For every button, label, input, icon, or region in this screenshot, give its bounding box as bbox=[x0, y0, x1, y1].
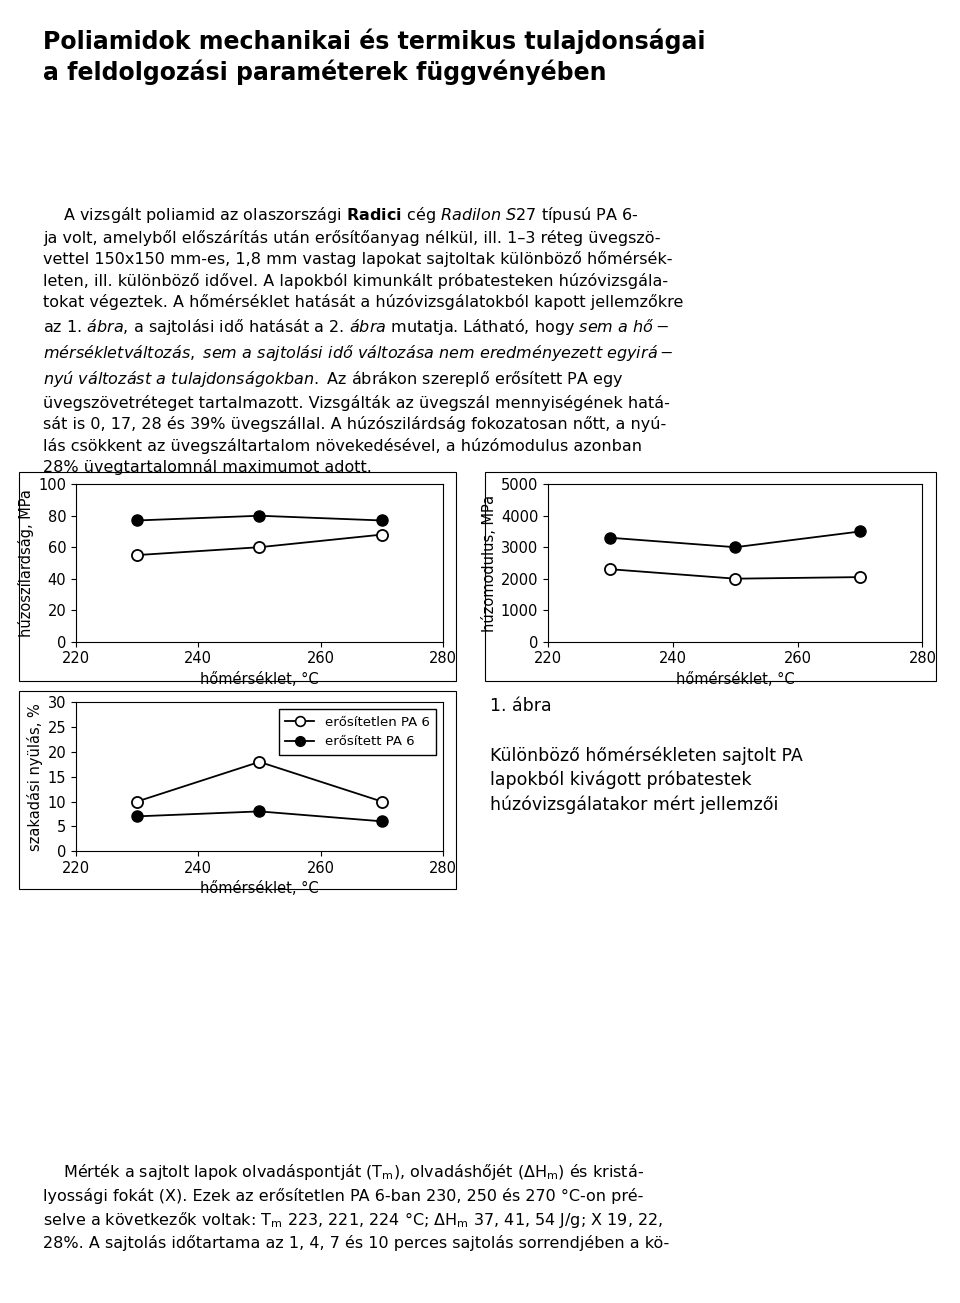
Text: Mérték a sajtolt lapok olvadáspontját (T$_\mathregular{m}$), olvadáshőjét ($\Del: Mérték a sajtolt lapok olvadáspontját (T… bbox=[43, 1162, 669, 1251]
Y-axis label: húzomodulus, MPa: húzomodulus, MPa bbox=[482, 494, 496, 632]
X-axis label: hőmérséklet, °C: hőmérséklet, °C bbox=[200, 672, 319, 687]
Text: Poliamidok mechanikai és termikus tulajdonságai
a feldolgozási paraméterek függv: Poliamidok mechanikai és termikus tulajd… bbox=[43, 29, 706, 85]
Legend: erősítetlen PA 6, erősített PA 6: erősítetlen PA 6, erősített PA 6 bbox=[278, 709, 436, 754]
Text: 1. ábra: 1. ábra bbox=[490, 697, 551, 715]
X-axis label: hőmérséklet, °C: hőmérséklet, °C bbox=[200, 881, 319, 896]
Text: Különböző hőmérsékleten sajtolt PA
lapokból kivágott próbatestek
húzóvizsgálatak: Különböző hőmérsékleten sajtolt PA lapok… bbox=[490, 747, 803, 813]
Y-axis label: szakadási nyülás, %: szakadási nyülás, % bbox=[27, 702, 43, 851]
Text: A vizsgált poliamid az olaszországi $\bf{Radici}$ cég $\it{Radilon\ S27}$ típusú: A vizsgált poliamid az olaszországi $\bf… bbox=[43, 205, 684, 476]
Y-axis label: húzoszílardság, MPa: húzoszílardság, MPa bbox=[18, 489, 35, 637]
X-axis label: hőmérséklet, °C: hőmérséklet, °C bbox=[676, 672, 795, 687]
